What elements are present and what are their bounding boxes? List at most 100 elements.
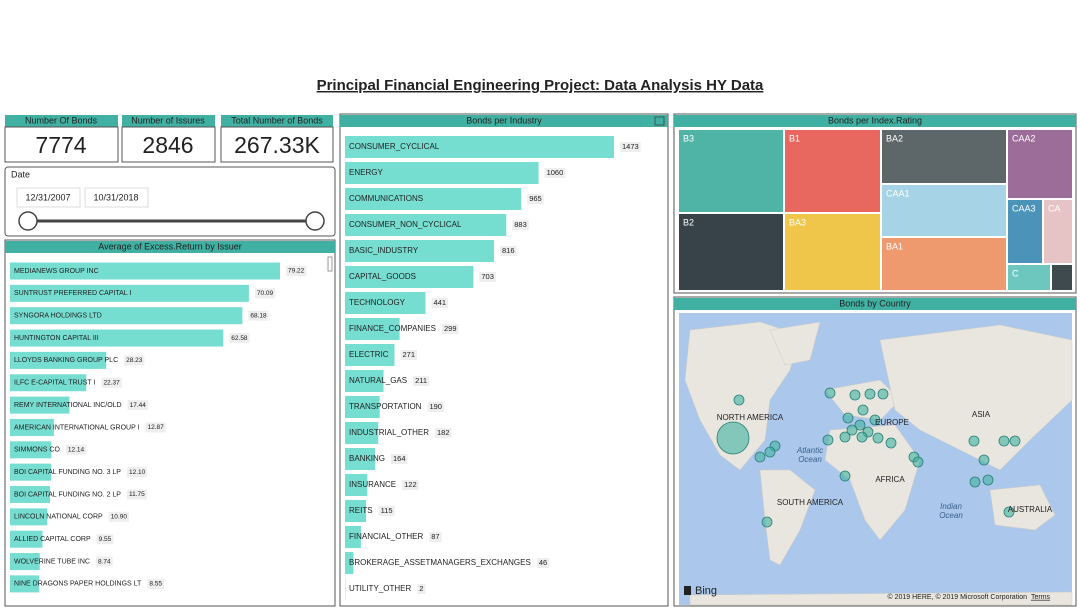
panel-header — [5, 241, 335, 253]
value-label-bg — [441, 324, 459, 334]
tile-label: CAA3 — [1012, 203, 1036, 213]
scrollbar[interactable] — [327, 256, 333, 272]
map-label: AFRICA — [875, 475, 905, 484]
value-label: 68.18 — [250, 312, 267, 319]
treemap-tile — [679, 130, 783, 212]
bubble[interactable] — [754, 451, 766, 463]
value-label: 87 — [431, 532, 439, 541]
value-label-bg — [427, 402, 444, 412]
bar — [10, 418, 54, 436]
bubble[interactable] — [822, 434, 834, 446]
bar — [345, 266, 474, 288]
map-labels: NORTH AMERICA Atlantic Ocean EUROPE ASIA AFRI… — [717, 410, 1053, 520]
date-input[interactable] — [84, 187, 149, 208]
bubble[interactable] — [869, 414, 881, 426]
category-label: ENERGY — [349, 168, 383, 177]
bar — [345, 448, 375, 470]
value-label: 22.37 — [103, 379, 120, 386]
value-label: 182 — [437, 428, 450, 437]
value-label: 28.23 — [126, 357, 143, 364]
bubble[interactable] — [842, 412, 854, 424]
bubble[interactable] — [885, 437, 897, 449]
value-label-bg — [512, 220, 529, 230]
bubble[interactable] — [968, 435, 980, 447]
value-label: 190 — [429, 402, 442, 411]
category-label: FINANCE_COMPANIES — [349, 324, 436, 333]
bubble[interactable] — [864, 388, 876, 400]
bubble[interactable] — [857, 404, 869, 416]
category-label: AMERICAN INTERNATIONAL GROUP I — [14, 424, 140, 431]
bar — [345, 422, 379, 444]
bubble[interactable] — [824, 387, 836, 399]
bubble[interactable] — [839, 431, 851, 443]
map-logo: Bing — [695, 585, 717, 597]
bar — [10, 486, 51, 503]
bubble[interactable] — [877, 388, 889, 400]
value-label-bg — [286, 266, 307, 276]
value-label: 164 — [393, 454, 406, 463]
bar — [10, 307, 243, 325]
value-label: 965 — [529, 194, 542, 203]
bubble[interactable] — [839, 470, 851, 482]
bubble[interactable] — [912, 456, 924, 468]
bubble[interactable] — [856, 431, 868, 443]
bubble[interactable] — [716, 421, 750, 455]
treemap-tile — [785, 130, 880, 212]
value-label: 46 — [539, 558, 547, 567]
category-label: UTILITY_OTHER — [349, 584, 411, 593]
bar — [345, 344, 395, 366]
value-label-bg — [378, 506, 395, 516]
end-date[interactable]: 10/31/2018 — [93, 192, 138, 202]
continent — [879, 324, 1073, 471]
treemap-tile — [679, 214, 783, 290]
date-slicer: Date 12/31/2007 10/31/2018 — [4, 166, 336, 237]
bubble[interactable] — [1009, 435, 1021, 447]
bar — [345, 136, 614, 158]
panel-header — [340, 115, 668, 127]
slider-handle[interactable] — [305, 211, 325, 231]
category-label: BOI CAPITAL FUNDING NO. 3 LP — [14, 469, 121, 476]
bubble[interactable] — [761, 516, 773, 528]
tile-label: BA1 — [886, 241, 903, 251]
start-date[interactable]: 12/31/2007 — [25, 192, 70, 202]
bubble[interactable] — [846, 424, 858, 436]
bubble[interactable] — [998, 435, 1010, 447]
bar — [10, 463, 52, 481]
industry-bars: CONSUMER_CYCLICAL 1473 ENERGY 1060 COMMUNICA… — [345, 136, 641, 600]
bar — [10, 262, 280, 280]
value-label-bg — [96, 534, 114, 545]
tile-label: CA — [1048, 203, 1061, 213]
bar — [345, 240, 495, 262]
bar — [345, 370, 384, 392]
bubble[interactable] — [969, 476, 981, 488]
value-label: 62.58 — [231, 335, 248, 342]
date-input[interactable] — [16, 187, 81, 208]
focus-icon[interactable] — [654, 116, 665, 126]
bubble[interactable] — [1003, 506, 1015, 518]
value-label-bg — [413, 376, 430, 386]
bubble[interactable] — [733, 394, 745, 406]
treemap-tile — [1052, 265, 1072, 290]
value-label-bg — [500, 246, 517, 256]
value-label-bg — [101, 377, 122, 388]
category-label: SUNTRUST PREFERRED CAPITAL I — [14, 290, 131, 297]
bubble[interactable] — [978, 454, 990, 466]
category-label: REITS — [349, 506, 373, 515]
bar — [10, 575, 40, 593]
bubble[interactable] — [849, 389, 861, 401]
bubble[interactable] — [872, 432, 884, 444]
bubble[interactable] — [764, 446, 776, 458]
bubble[interactable] — [982, 474, 994, 486]
value-label: 115 — [381, 506, 393, 515]
value-label-bg — [544, 168, 566, 178]
bar — [10, 374, 87, 392]
map-terms[interactable]: Terms — [1031, 594, 1051, 601]
slider-handle[interactable] — [18, 211, 38, 231]
bubble[interactable] — [854, 419, 866, 431]
bar — [10, 396, 70, 414]
value-label-bg — [147, 578, 164, 589]
map-label: SOUTH AMERICA — [777, 498, 844, 507]
bar — [345, 474, 368, 496]
value-label-bg — [65, 444, 87, 455]
card-body — [121, 126, 216, 163]
